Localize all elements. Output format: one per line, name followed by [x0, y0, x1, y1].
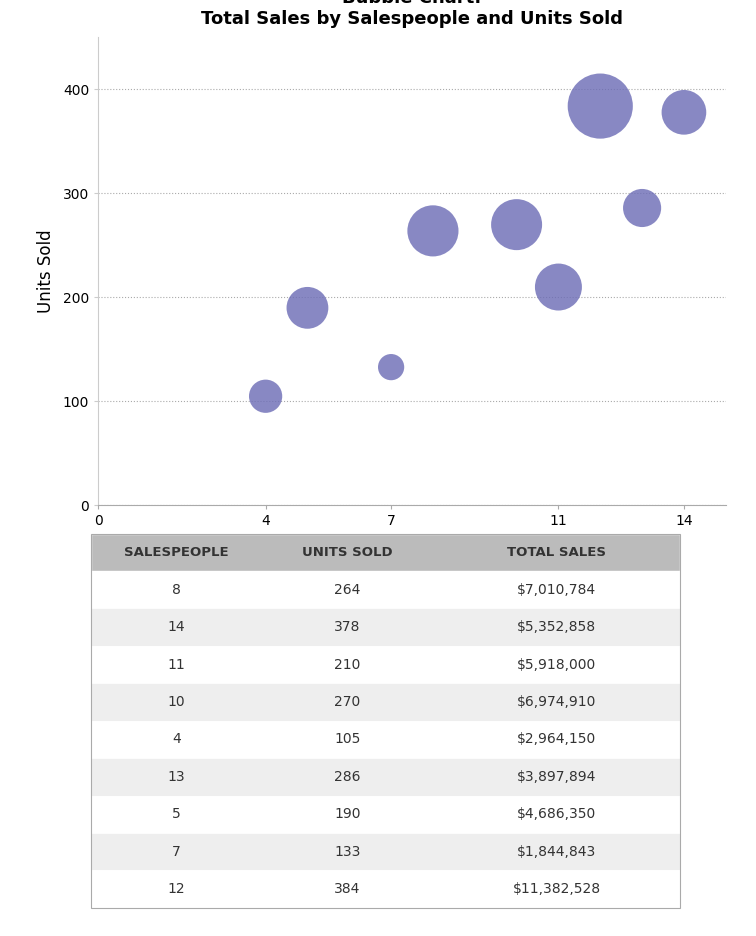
Text: 286: 286	[334, 770, 361, 783]
Text: TOTAL SALES: TOTAL SALES	[507, 546, 606, 559]
Text: 7: 7	[172, 845, 181, 858]
Text: 14: 14	[167, 621, 185, 634]
Text: $4,686,350: $4,686,350	[517, 808, 596, 821]
Text: $7,010,784: $7,010,784	[517, 583, 596, 596]
Bar	[91, 571, 680, 608]
Text: 384: 384	[334, 883, 361, 896]
Point	[427, 224, 439, 239]
Bar	[91, 683, 680, 721]
Text: $6,974,910: $6,974,910	[517, 695, 596, 709]
Point	[385, 359, 397, 374]
X-axis label: Salespeople: Salespeople	[362, 539, 462, 558]
Text: 5: 5	[172, 808, 181, 821]
Point	[594, 98, 606, 113]
Text: 12: 12	[167, 883, 185, 896]
Point	[636, 200, 648, 215]
Text: 210: 210	[334, 658, 361, 671]
Text: UNITS SOLD: UNITS SOLD	[302, 546, 392, 559]
Text: 105: 105	[334, 733, 361, 746]
Text: SALESPEOPLE: SALESPEOPLE	[124, 546, 228, 559]
Bar	[91, 534, 680, 571]
Text: 8: 8	[172, 583, 181, 596]
Bar	[91, 646, 680, 683]
Text: $2,964,150: $2,964,150	[517, 733, 596, 746]
Bar	[91, 758, 680, 796]
Text: $5,352,858: $5,352,858	[517, 621, 596, 634]
Point	[302, 300, 314, 315]
Bar	[91, 796, 680, 833]
Bar	[91, 870, 680, 908]
Point	[553, 280, 565, 295]
Y-axis label: Units Sold: Units Sold	[36, 229, 54, 314]
Text: 270: 270	[334, 695, 361, 709]
Bar	[91, 721, 680, 758]
Point	[510, 217, 522, 232]
Text: 4: 4	[172, 733, 181, 746]
Text: 190: 190	[334, 808, 361, 821]
Point	[259, 388, 271, 403]
Text: 10: 10	[167, 695, 185, 709]
Text: 133: 133	[334, 845, 361, 858]
Point	[678, 105, 690, 120]
Bar	[91, 608, 680, 646]
Text: $5,918,000: $5,918,000	[517, 658, 596, 671]
Text: $3,897,894: $3,897,894	[517, 770, 596, 783]
Text: 378: 378	[334, 621, 361, 634]
Text: $11,382,528: $11,382,528	[513, 883, 600, 896]
Text: 11: 11	[167, 658, 185, 671]
Bar	[91, 833, 680, 870]
Text: 13: 13	[167, 770, 185, 783]
Text: 264: 264	[334, 583, 361, 596]
Title: Bubble Chart:
Total Sales by Salespeople and Units Sold: Bubble Chart: Total Sales by Salespeople…	[201, 0, 623, 27]
Text: $1,844,843: $1,844,843	[517, 845, 596, 858]
